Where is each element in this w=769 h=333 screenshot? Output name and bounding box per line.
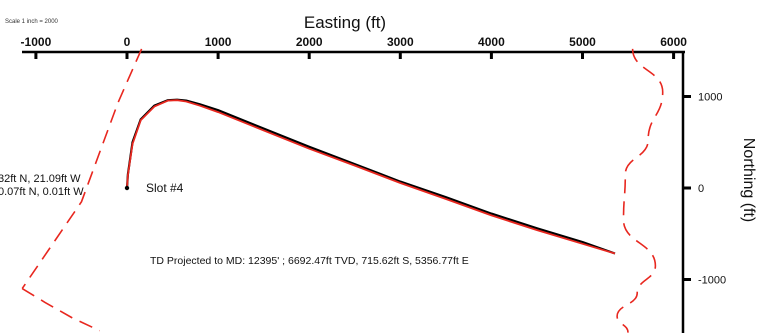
y-axis-ticks: 1000 0 -1000 [683,92,726,287]
x-tick-label: 4000 [478,35,505,49]
well-paths [125,98,616,255]
x-tick-label: 1000 [205,35,232,49]
td-label: TD Projected to MD: 12395' ; 6692.47ft T… [150,255,469,267]
actual-well-path [125,98,616,255]
x-tick-label: 2000 [296,35,323,49]
slot-label: Slot #4 [146,181,184,195]
y-tick-label: -1000 [698,275,726,287]
lease-boundary [21,48,664,333]
boundary-bottom-segment [21,287,101,332]
left-note-line-1: 32ft N, 21.09ft W [0,173,81,185]
x-axis-title: Easting (ft) [304,13,386,32]
boundary-right-segment [616,48,664,333]
boundary-left-segment [21,48,143,290]
slot-marker [124,185,130,191]
projected-well-path [126,99,616,255]
x-tick-label: -1000 [21,35,52,49]
x-tick-label: 3000 [387,35,414,49]
slot-point [124,185,130,191]
scale-note: Scale 1 inch = 2000 [5,19,59,25]
left-note-line-2: 0.07ft N, 0.01ft W [0,186,84,198]
y-tick-label: 1000 [698,92,722,104]
y-tick-label: 0 [698,183,704,195]
y-axis-title: Northing (ft) [740,138,757,222]
x-tick-label: 0 [124,35,131,49]
x-tick-label: 5000 [569,35,596,49]
x-axis-ticks: -1000 0 1000 2000 3000 4000 5000 6000 [21,35,687,59]
x-tick-label: 6000 [660,35,687,49]
